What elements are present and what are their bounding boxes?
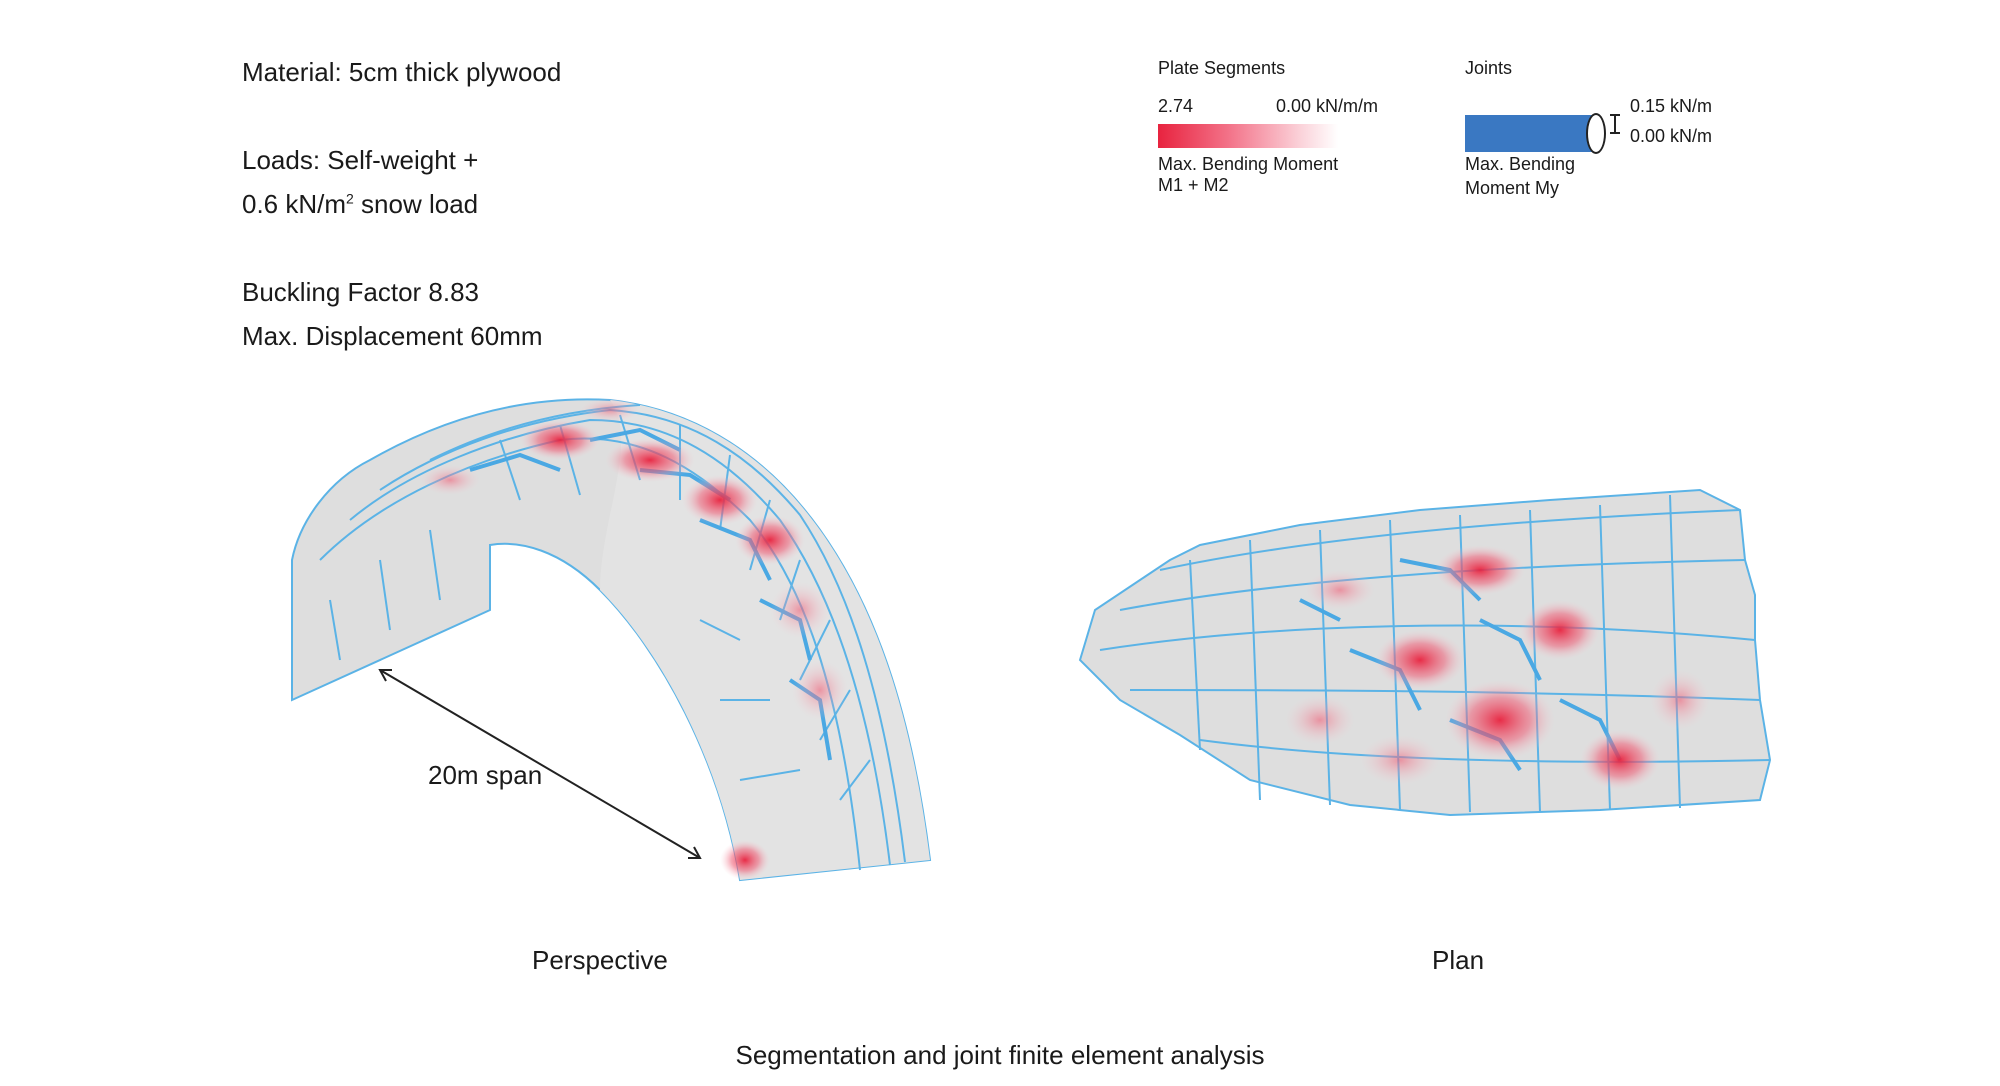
joint-legend-desc1: Max. Bending (1465, 154, 1576, 174)
max-displacement-text: Max. Displacement 60mm (242, 321, 543, 351)
plate-legend-min: 0.00 kN/m/m (1276, 96, 1379, 116)
analysis-info: Material: 5cm thick plywood Loads: Self-… (242, 50, 561, 358)
loads-suffix: snow load (353, 189, 479, 219)
joint-dimension-icon (1610, 114, 1620, 134)
loads-text-line2: 0.6 kN/m2 snow load (242, 182, 561, 226)
figure-caption: Segmentation and joint finite element an… (735, 1040, 1265, 1070)
joint-legend-desc2: Moment My (1465, 178, 1560, 198)
joint-cylinder-cap-icon (1586, 113, 1606, 154)
loads-text-line1: Loads: Self-weight + (242, 145, 479, 175)
perspective-label: Perspective (532, 945, 668, 975)
joint-legend-max: 0.15 kN/m (1630, 96, 1713, 116)
plate-gradient-bar (1158, 124, 1338, 148)
span-label: 20m span (428, 760, 543, 790)
loads-value: 0.6 kN/m (242, 189, 347, 219)
joint-cylinder-icon (1465, 115, 1593, 152)
plate-legend-desc2: M1 + M2 (1158, 175, 1229, 195)
material-text: Material: 5cm thick plywood (242, 57, 562, 87)
buckling-factor-text: Buckling Factor 8.83 (242, 277, 480, 307)
plate-legend-title: Plate Segments (1158, 58, 1286, 78)
plan-label: Plan (1432, 945, 1485, 975)
joint-legend-min: 0.00 kN/m (1630, 126, 1713, 146)
span-dimension-arrow (378, 669, 702, 859)
plate-legend-desc1: Max. Bending Moment (1158, 154, 1339, 174)
loads-superscript: 2 (346, 190, 354, 207)
plate-legend-max: 2.74 (1158, 96, 1194, 116)
perspective-shell (291, 398, 932, 882)
joint-legend-title: Joints (1465, 58, 1513, 78)
plan-shell (1078, 488, 1772, 817)
